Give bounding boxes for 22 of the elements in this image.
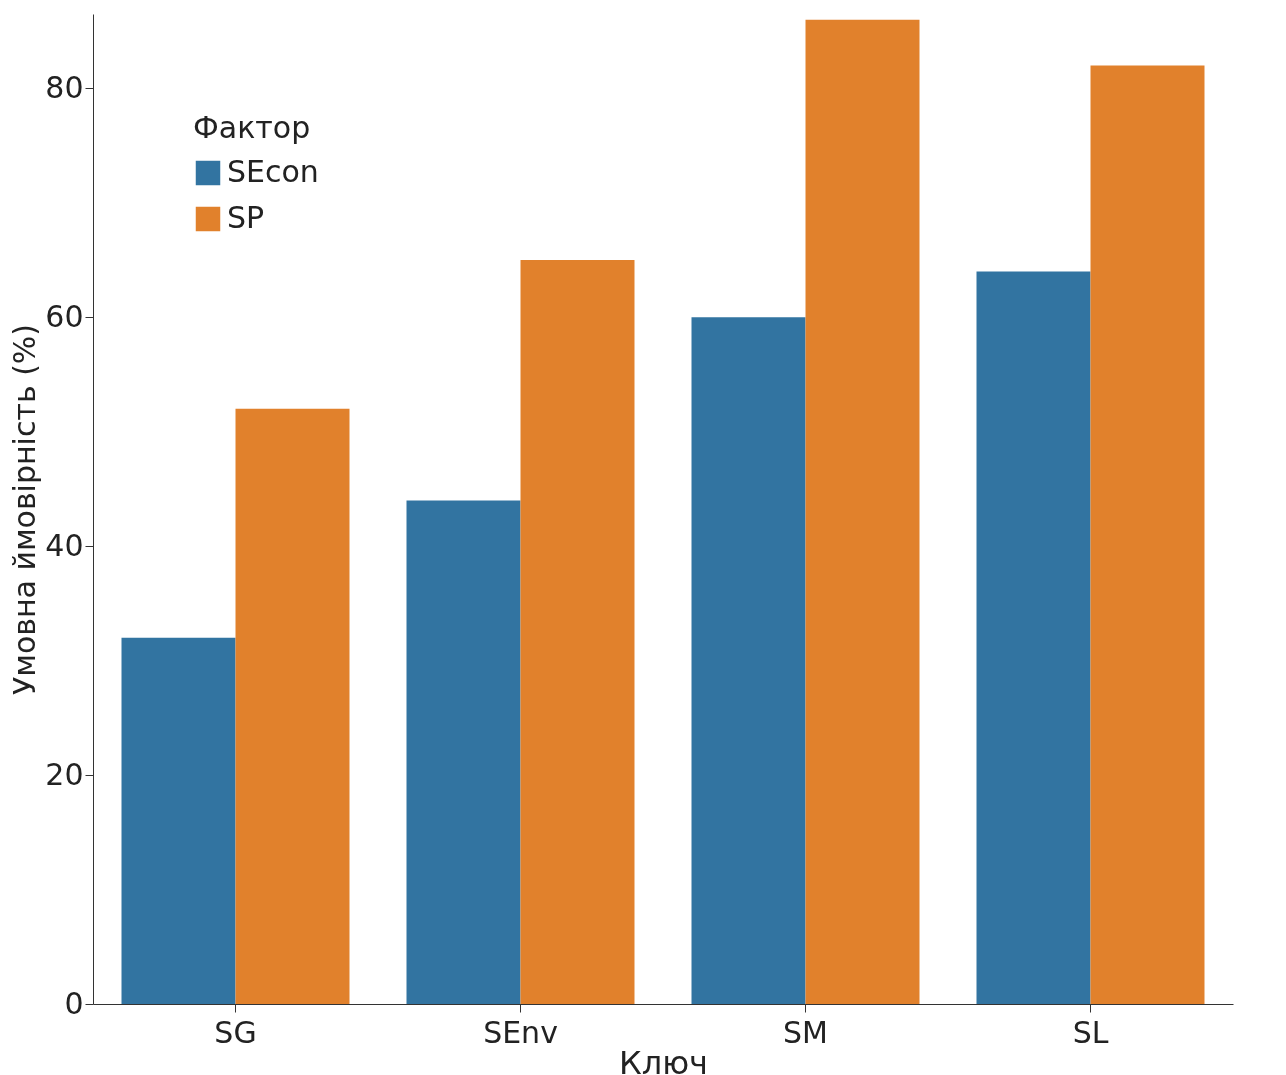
- y-axis-title: Умовна ймовірність (%): [7, 323, 43, 696]
- legend-label: SP: [227, 200, 265, 235]
- legend-label: SEcon: [227, 154, 319, 189]
- x-tick-label: SM: [783, 1014, 828, 1050]
- x-tick-label: SG: [214, 1014, 257, 1050]
- bar: [805, 19, 920, 1004]
- bar: [976, 271, 1091, 1004]
- bar: [235, 408, 350, 1004]
- y-tick-label: 0: [64, 985, 84, 1021]
- y-tick-label: 40: [45, 527, 84, 563]
- bar: [121, 637, 236, 1004]
- y-tick-label: 60: [45, 298, 84, 334]
- y-tick-label: 80: [45, 69, 84, 105]
- x-tick-label: SEnv: [483, 1014, 558, 1050]
- y-tick-label: 20: [45, 756, 84, 792]
- bar: [406, 500, 521, 1004]
- bar: [520, 260, 635, 1004]
- bar: [1090, 65, 1205, 1004]
- legend-title: Фактор: [193, 110, 311, 145]
- x-tick-label: SL: [1072, 1014, 1109, 1050]
- x-axis-title: Ключ: [618, 1043, 709, 1075]
- bar: [691, 317, 806, 1004]
